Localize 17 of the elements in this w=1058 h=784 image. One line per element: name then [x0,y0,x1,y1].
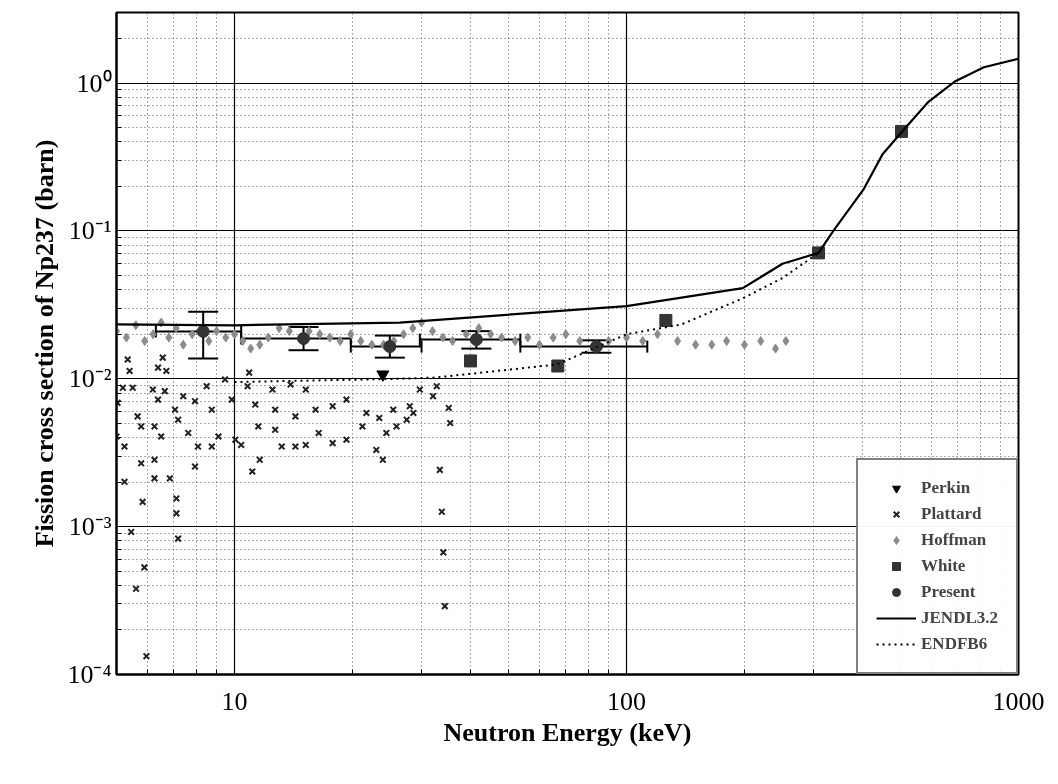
legend-label: Perkin [921,478,971,498]
y-tick-label: 10⁰ [76,68,112,98]
y-tick-label: 10⁻⁴ [67,660,112,689]
legend-label: ENDFB6 [921,634,988,654]
x-tick-label: 10 [221,686,248,716]
y-tick-label: 10⁻² [68,364,112,394]
legend-label: Present [921,582,976,602]
x-tick-label: 1000 [992,686,1045,716]
legend-label: Plattard [921,504,982,524]
legend-label: JENDL3.2 [921,608,998,628]
x-axis-title: Neutron Energy (keV) [443,717,692,747]
x-tick-label: 100 [607,686,646,716]
y-axis-title: Fission cross section of Np237 (barn) [30,139,60,548]
legend-label: Hoffman [921,530,987,550]
legend-label: White [921,556,966,576]
y-tick-label: 10⁻³ [68,512,112,542]
y-tick-label: 10⁻¹ [68,216,112,246]
